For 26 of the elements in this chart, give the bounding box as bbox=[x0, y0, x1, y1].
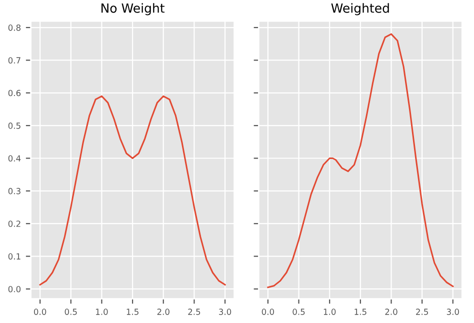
chart-title: No Weight bbox=[102, 3, 164, 16]
x-tick-label: 1.5 bbox=[354, 308, 366, 315]
y-tick-label: 0.7 bbox=[8, 57, 20, 64]
x-tick-label: 1.0 bbox=[96, 308, 108, 315]
x-tick-label: 2.0 bbox=[157, 308, 170, 315]
x-tick-label: 2.0 bbox=[385, 308, 398, 315]
y-tick-label: 0.1 bbox=[8, 253, 20, 260]
y-tick-label: 0.6 bbox=[8, 90, 21, 96]
x-tick-label: 3.0 bbox=[219, 308, 232, 315]
y-tick-label: 0.4 bbox=[8, 155, 21, 162]
x-tick-label: 1.5 bbox=[126, 308, 138, 315]
x-tick-label: 1.0 bbox=[324, 308, 336, 315]
x-tick-label: 0.0 bbox=[262, 308, 274, 315]
chart-title: Weighted bbox=[331, 3, 389, 16]
x-tick-label: 3.0 bbox=[446, 308, 459, 315]
y-tick-label: 0.0 bbox=[8, 286, 21, 292]
x-tick-label: 0.5 bbox=[292, 308, 305, 315]
y-tick-label: 0.8 bbox=[8, 24, 21, 31]
x-tick-label: 0.0 bbox=[34, 308, 46, 315]
y-tick-label: 0.5 bbox=[8, 122, 20, 129]
x-tick-label: 2.5 bbox=[188, 308, 200, 315]
x-tick-label: 2.5 bbox=[416, 308, 428, 315]
line-series bbox=[39, 95, 226, 286]
y-tick-label: 0.2 bbox=[8, 220, 20, 227]
x-tick-label: 0.5 bbox=[64, 308, 77, 315]
y-tick-label: 0.3 bbox=[8, 188, 20, 194]
